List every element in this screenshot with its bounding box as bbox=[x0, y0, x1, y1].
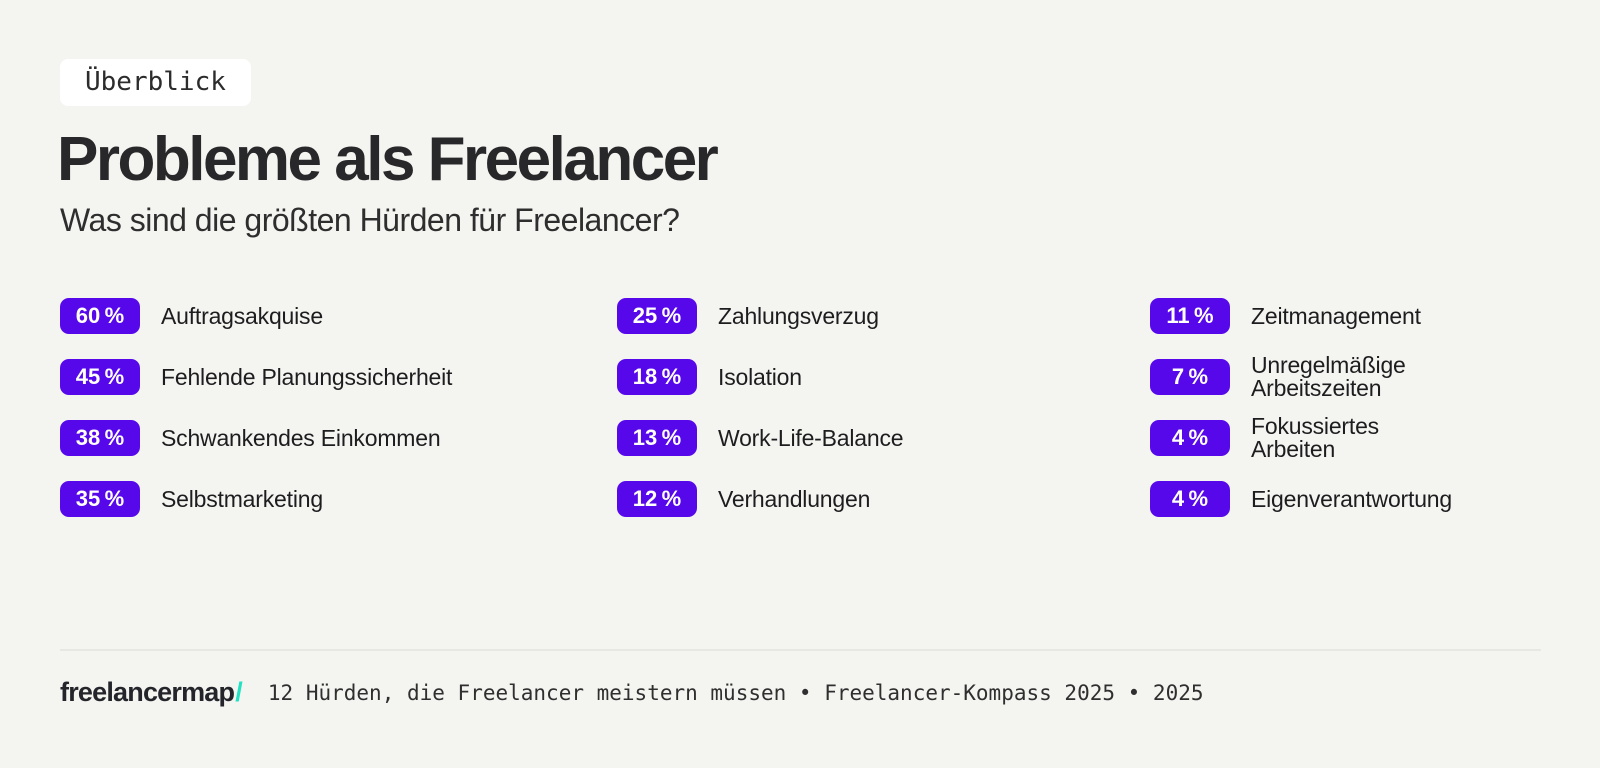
stat-value-badge: 13 % bbox=[617, 420, 697, 456]
stats-column-3: 11 % Zeitmanagement 7 % Unregelmäßige Ar… bbox=[1150, 298, 1541, 517]
source-caption: 12 Hürden, die Freelancer meistern müsse… bbox=[267, 680, 1204, 705]
stat-label: Eigenverantwortung bbox=[1251, 485, 1452, 512]
stat-value-badge: 4 % bbox=[1150, 481, 1230, 517]
stat-value-badge: 11 % bbox=[1150, 298, 1230, 334]
stat-row: 35 % Selbstmarketing bbox=[60, 481, 617, 517]
stat-label: Zahlungsverzug bbox=[718, 302, 879, 329]
stat-label: Auftragsakquise bbox=[161, 302, 323, 329]
stat-label: Schwankendes Einkommen bbox=[161, 424, 441, 451]
stat-label: Verhandlungen bbox=[718, 485, 871, 512]
stat-value-badge: 18 % bbox=[617, 359, 697, 395]
stat-value-badge: 35 % bbox=[60, 481, 140, 517]
stat-value-badge: 45 % bbox=[60, 359, 140, 395]
footer: freelancermap/ 12 Hürden, die Freelancer… bbox=[60, 677, 1541, 708]
stat-row: 18 % Isolation bbox=[617, 359, 1150, 395]
stats-column-1: 60 % Auftragsakquise 45 % Fehlende Planu… bbox=[60, 298, 617, 517]
stat-label: Fehlende Planungssicherheit bbox=[161, 363, 453, 390]
stat-row: 13 % Work-Life-Balance bbox=[617, 420, 1150, 456]
stat-row: 60 % Auftragsakquise bbox=[60, 298, 617, 334]
stat-row: 4 % Fokussiertes Arbeiten bbox=[1150, 415, 1541, 461]
stat-row: 7 % Unregelmäßige Arbeitszeiten bbox=[1150, 354, 1541, 400]
stat-row: 4 % Eigenverantwortung bbox=[1150, 481, 1541, 517]
stat-value-badge: 12 % bbox=[617, 481, 697, 517]
stat-value-badge: 7 % bbox=[1150, 359, 1230, 395]
stats-grid: 60 % Auftragsakquise 45 % Fehlende Planu… bbox=[60, 298, 1541, 517]
page-title: Probleme als Freelancer bbox=[57, 125, 719, 194]
stat-label: Isolation bbox=[718, 363, 802, 390]
stat-value-badge: 4 % bbox=[1150, 420, 1230, 456]
stat-row: 45 % Fehlende Planungssicherheit bbox=[60, 359, 617, 395]
stat-row: 38 % Schwankendes Einkommen bbox=[60, 420, 617, 456]
footer-divider bbox=[60, 649, 1541, 651]
overview-tag: Überblick bbox=[60, 59, 251, 106]
stat-row: 25 % Zahlungsverzug bbox=[617, 298, 1150, 334]
logo-wordmark: freelancermap bbox=[60, 677, 235, 707]
stat-value-badge: 38 % bbox=[60, 420, 140, 456]
stat-label: Selbstmarketing bbox=[161, 485, 323, 512]
stat-row: 11 % Zeitmanagement bbox=[1150, 298, 1541, 334]
stat-row: 12 % Verhandlungen bbox=[617, 481, 1150, 517]
stats-column-2: 25 % Zahlungsverzug 18 % Isolation 13 % … bbox=[617, 298, 1150, 517]
stat-value-badge: 60 % bbox=[60, 298, 140, 334]
page-subtitle: Was sind die größten Hürden für Freelanc… bbox=[60, 202, 680, 238]
logo-slash-icon: / bbox=[235, 677, 242, 707]
freelancermap-logo: freelancermap/ bbox=[60, 677, 243, 708]
stat-value-badge: 25 % bbox=[617, 298, 697, 334]
stat-label: Zeitmanagement bbox=[1251, 302, 1421, 329]
stat-label: Work-Life-Balance bbox=[718, 424, 904, 451]
stat-label: Fokussiertes Arbeiten bbox=[1251, 413, 1379, 462]
stat-label: Unregelmäßige Arbeitszeiten bbox=[1251, 352, 1406, 401]
